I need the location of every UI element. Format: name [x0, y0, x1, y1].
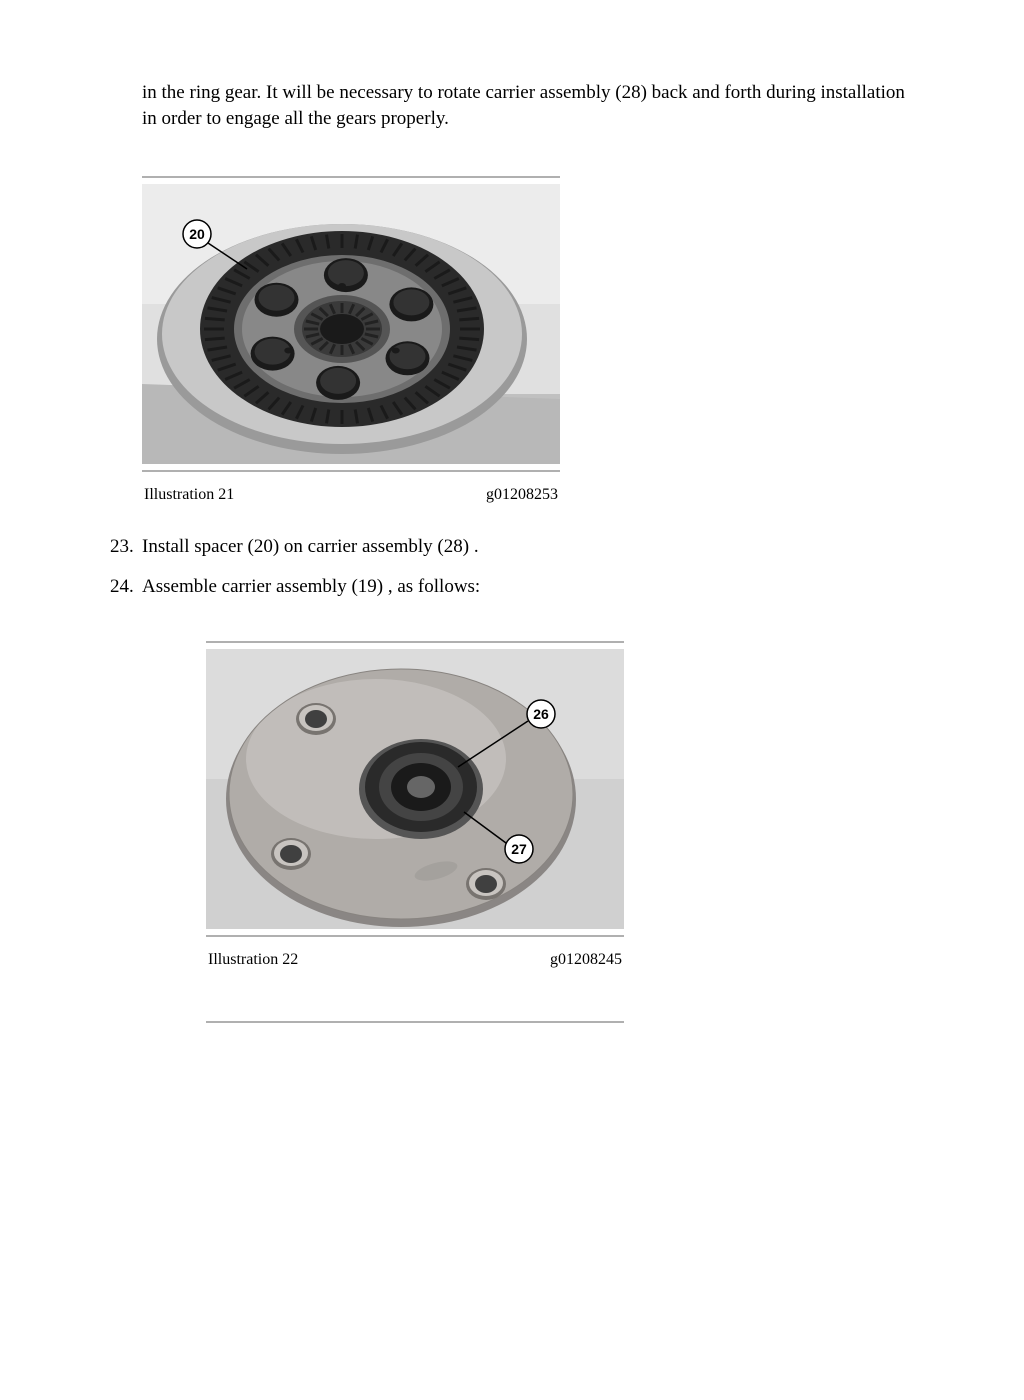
step-24-text: Assemble carrier assembly (19) , as foll…: [142, 574, 924, 600]
illustration-22-image: 26 27: [206, 649, 624, 929]
figure-21-block: 20 Illustration 21 g01208253: [142, 176, 560, 506]
figure-21-caption-right: g01208253: [486, 484, 558, 506]
figure-rule: [142, 176, 560, 178]
step-24-number: 24.: [110, 574, 142, 600]
figure-22-caption-left: Illustration 22: [208, 949, 298, 971]
callout-27-label: 27: [511, 841, 527, 857]
step-23: 23. Install spacer (20) on carrier assem…: [110, 534, 924, 560]
step-23-text: Install spacer (20) on carrier assembly …: [142, 534, 924, 560]
figure-22-block: 26 27 Illustration 22 g01208245: [206, 641, 624, 1023]
figure-rule: [206, 935, 624, 937]
figure-21-caption-left: Illustration 21: [144, 484, 234, 506]
figure-22-caption-right: g01208245: [550, 949, 622, 971]
figure-22-caption: Illustration 22 g01208245: [206, 949, 624, 971]
callout-26-label: 26: [533, 706, 549, 722]
figure-rule: [142, 470, 560, 472]
callout-20-label: 20: [189, 226, 205, 242]
illustration-21-image: 20: [142, 184, 560, 464]
figure-rule: [206, 641, 624, 643]
figure-rule: [206, 1021, 624, 1023]
intro-paragraph: in the ring gear. It will be necessary t…: [142, 80, 924, 131]
figure-21-caption: Illustration 21 g01208253: [142, 484, 560, 506]
step-24: 24. Assemble carrier assembly (19) , as …: [110, 574, 924, 600]
step-23-number: 23.: [110, 534, 142, 560]
